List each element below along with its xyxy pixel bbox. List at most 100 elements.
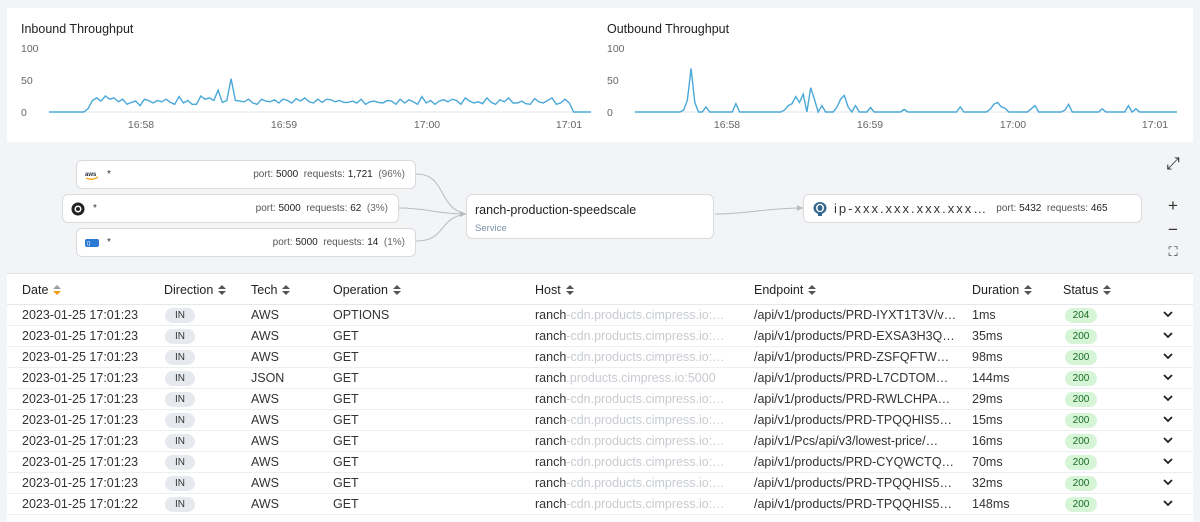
service-type: Service	[475, 223, 507, 234]
table-row[interactable]: 2023-01-25 17:01:23 IN AWS GET ranch-cdn.pro…	[7, 347, 1193, 368]
source-node-aws[interactable]: aws * port: 5000 requests: 1,721 (96%)	[76, 160, 416, 189]
date-cell: 2023-01-25 17:01:23	[22, 434, 139, 448]
operation-cell: GET	[333, 497, 359, 511]
column-header-operation[interactable]: Operation	[333, 283, 401, 297]
tech-cell: AWS	[251, 350, 280, 364]
endpoint-cell: /api/v1/products/PRD-TPQQHIS5…	[754, 413, 952, 427]
column-header-endpoint[interactable]: Endpoint	[754, 283, 817, 297]
status-badge: 200	[1065, 350, 1097, 365]
status-badge: 200	[1065, 329, 1097, 344]
x-tick-label: 16:59	[857, 119, 883, 131]
table-row[interactable]: 2023-01-25 17:01:22 IN AWS GET ranch-cdn.pro…	[7, 494, 1193, 515]
series-line	[635, 68, 1177, 114]
zoom-in-button[interactable]: +	[1161, 194, 1185, 218]
expand-icon[interactable]: ⤢	[1161, 152, 1185, 176]
column-header-duration[interactable]: Duration	[972, 283, 1033, 297]
chevron-down-icon[interactable]	[1162, 455, 1174, 467]
status-badge: 200	[1065, 371, 1097, 386]
direction-badge: IN	[165, 392, 195, 407]
zoom-out-button[interactable]: −	[1161, 218, 1185, 242]
sort-icon	[282, 284, 291, 296]
outbound-throughput-chart: Outbound Throughput 100 50 0 16:58 16:59 17:0…	[593, 8, 1177, 142]
chevron-down-icon[interactable]	[1162, 392, 1174, 404]
chart-title: Inbound Throughput	[21, 22, 134, 36]
aws-icon: aws	[85, 168, 99, 182]
table-row[interactable]: 2023-01-25 17:01:23 IN AWS GET ranch-cdn.pro…	[7, 473, 1193, 494]
chevron-down-icon[interactable]	[1162, 329, 1174, 341]
chevron-down-icon[interactable]	[1162, 497, 1174, 509]
endpoint-cell: /api/v1/Pcs/api/v3/lowest-price/…	[754, 434, 939, 448]
tech-cell: AWS	[251, 455, 280, 469]
column-header-status[interactable]: Status	[1063, 283, 1112, 297]
table-row[interactable]: 2023-01-25 17:01:23 IN JSON GET ranch.produc…	[7, 368, 1193, 389]
y-tick-label: 100	[21, 43, 39, 55]
direction-badge: IN	[165, 371, 195, 386]
operation-cell: GET	[333, 371, 359, 385]
x-tick-label: 16:59	[271, 119, 297, 131]
host-prefix: ranch	[535, 329, 567, 343]
series-line	[49, 78, 591, 113]
tech-cell: AWS	[251, 497, 280, 511]
y-tick-label: 50	[21, 75, 33, 87]
table-row[interactable]: 2023-01-25 17:01:23 IN AWS GET ranch-cdn.pro…	[7, 410, 1193, 431]
host-rest: .products.cimpress.io:5000	[566, 371, 716, 385]
date-cell: 2023-01-25 17:01:23	[22, 476, 139, 490]
duration-cell: 16ms	[972, 434, 1003, 448]
chevron-down-icon[interactable]	[1162, 476, 1174, 488]
source-label: *	[107, 237, 111, 248]
throughput-charts: Inbound Throughput 100 50 0 16:58 16:59 17:00…	[7, 8, 1193, 142]
fit-view-button[interactable]: ⛶	[1161, 240, 1185, 264]
x-tick-label: 17:00	[1000, 119, 1026, 131]
tech-cell: AWS	[251, 413, 280, 427]
operation-cell: GET	[333, 392, 359, 406]
host-rest: -cdn.products.cimpress.io:…	[566, 455, 725, 469]
host-prefix: ranch	[535, 392, 567, 406]
source-node-circle[interactable]: * port: 5000 requests: 62 (3%)	[62, 194, 399, 223]
chevron-down-icon[interactable]	[1162, 308, 1174, 320]
date-cell: 2023-01-25 17:01:23	[22, 308, 139, 322]
date-cell: 2023-01-25 17:01:23	[22, 350, 139, 364]
table-row[interactable]: 2023-01-25 17:01:23 IN AWS GET ranch-cdn.pro…	[7, 326, 1193, 347]
direction-badge: IN	[165, 308, 195, 323]
table-row[interactable]: 2023-01-25 17:01:23 IN AWS GET ranch-cdn.pro…	[7, 431, 1193, 452]
duration-cell: 98ms	[972, 350, 1003, 364]
operation-cell: GET	[333, 329, 359, 343]
postgres-icon	[812, 201, 828, 217]
direction-badge: IN	[165, 350, 195, 365]
column-header-host[interactable]: Host	[535, 283, 574, 297]
host-prefix: ranch	[535, 455, 567, 469]
chevron-down-icon[interactable]	[1162, 371, 1174, 383]
date-cell: 2023-01-25 17:01:23	[22, 455, 139, 469]
x-tick-label: 17:00	[414, 119, 440, 131]
host-rest: -cdn.products.cimpress.io:…	[566, 350, 725, 364]
host-rest: -cdn.products.cimpress.io:…	[566, 476, 725, 490]
service-map[interactable]: aws * port: 5000 requests: 1,721 (96%) *…	[7, 142, 1193, 272]
y-tick-label: 100	[607, 43, 625, 55]
column-header-tech[interactable]: Tech	[251, 283, 291, 297]
operation-cell: GET	[333, 476, 359, 490]
operation-cell: GET	[333, 455, 359, 469]
direction-badge: IN	[165, 497, 195, 512]
chevron-down-icon[interactable]	[1162, 413, 1174, 425]
column-header-date[interactable]: Date	[22, 283, 62, 297]
source-node-json[interactable]: {} * port: 5000 requests: 14 (1%)	[76, 228, 416, 257]
column-header-direction[interactable]: Direction	[164, 283, 227, 297]
sort-icon	[53, 284, 62, 296]
destination-node-postgres[interactable]: ip-xxx.xxx.xxx.xxx… port: 5432 requests:…	[803, 194, 1142, 223]
duration-cell: 35ms	[972, 329, 1003, 343]
direction-badge: IN	[165, 413, 195, 428]
circle-logo-icon	[71, 202, 85, 216]
duration-cell: 70ms	[972, 455, 1003, 469]
duration-cell: 29ms	[972, 392, 1003, 406]
table-row[interactable]: 2023-01-25 17:01:23 IN AWS GET ranch-cdn.pro…	[7, 389, 1193, 410]
service-node[interactable]: ranch-production-speedscale Service	[466, 194, 714, 239]
tech-cell: AWS	[251, 308, 280, 322]
date-cell: 2023-01-25 17:01:23	[22, 371, 139, 385]
chevron-down-icon[interactable]	[1162, 350, 1174, 362]
tech-cell: AWS	[251, 329, 280, 343]
table-row[interactable]: 2023-01-25 17:01:23 IN AWS GET ranch-cdn.pro…	[7, 452, 1193, 473]
host-cell: ranch-cdn.products.cimpress.io:…	[535, 308, 735, 322]
table-row[interactable]: 2023-01-25 17:01:23 IN AWS OPTIONS ranch-cdn…	[7, 305, 1193, 326]
duration-cell: 32ms	[972, 476, 1003, 490]
chevron-down-icon[interactable]	[1162, 434, 1174, 446]
